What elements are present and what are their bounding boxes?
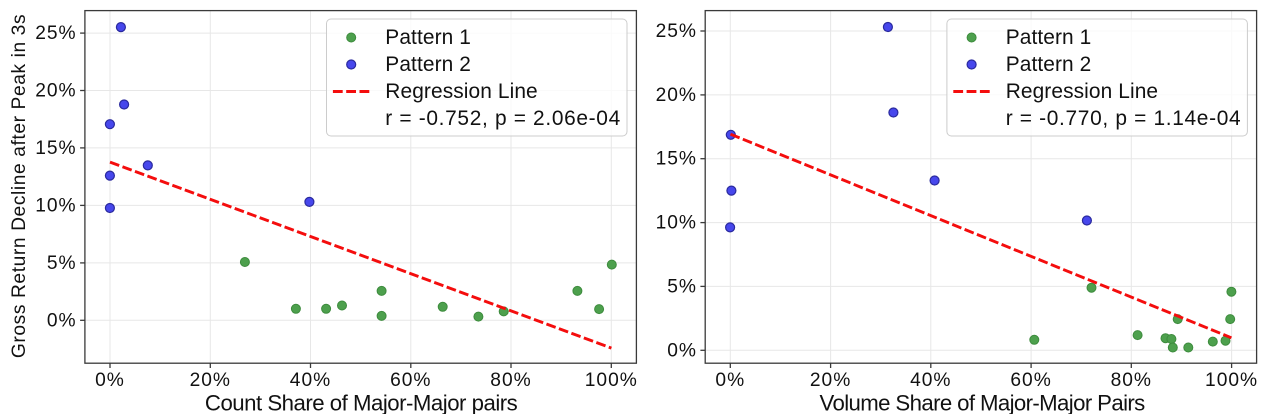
svg-text:0%: 0%	[715, 370, 745, 391]
svg-text:Pattern 2: Pattern 2	[1006, 53, 1092, 76]
svg-text:80%: 80%	[490, 370, 531, 391]
svg-text:Regression Line: Regression Line	[1006, 80, 1158, 103]
svg-text:15%: 15%	[35, 138, 76, 159]
svg-text:Regression Line: Regression Line	[385, 80, 537, 103]
svg-text:40%: 40%	[910, 370, 951, 391]
svg-text:r = -0.770, p = 1.14e-04: r = -0.770, p = 1.14e-04	[1006, 107, 1242, 130]
svg-text:15%: 15%	[656, 149, 697, 170]
svg-text:60%: 60%	[1010, 370, 1051, 391]
svg-text:20%: 20%	[810, 370, 851, 391]
svg-text:Pattern 1: Pattern 1	[385, 26, 471, 49]
svg-text:0%: 0%	[47, 310, 77, 331]
svg-text:60%: 60%	[390, 370, 431, 391]
svg-text:10%: 10%	[35, 195, 76, 216]
svg-text:80%: 80%	[1111, 370, 1152, 391]
svg-text:25%: 25%	[656, 21, 697, 42]
svg-text:Count Share of Major-Major pai: Count Share of Major-Major pairs	[205, 390, 518, 414]
svg-text:100%: 100%	[585, 370, 638, 391]
svg-text:20%: 20%	[35, 81, 76, 102]
svg-text:25%: 25%	[35, 23, 76, 44]
svg-text:10%: 10%	[656, 213, 697, 234]
svg-text:20%: 20%	[656, 85, 697, 106]
svg-text:Pattern 2: Pattern 2	[385, 53, 471, 76]
svg-text:Pattern 1: Pattern 1	[1006, 26, 1092, 49]
svg-text:100%: 100%	[1205, 370, 1258, 391]
svg-text:20%: 20%	[190, 370, 231, 391]
svg-text:0%: 0%	[95, 370, 125, 391]
svg-text:Gross Return Decline after Pea: Gross Return Decline after Peak in 3s	[9, 14, 30, 358]
svg-text:r = -0.752, p = 2.06e-04: r = -0.752, p = 2.06e-04	[385, 107, 621, 130]
svg-text:40%: 40%	[290, 370, 331, 391]
svg-text:5%: 5%	[47, 253, 77, 274]
svg-text:Volume Share of Major-Major Pa: Volume Share of Major-Major Pairs	[820, 390, 1146, 414]
svg-text:0%: 0%	[667, 340, 697, 361]
svg-text:5%: 5%	[667, 276, 697, 297]
